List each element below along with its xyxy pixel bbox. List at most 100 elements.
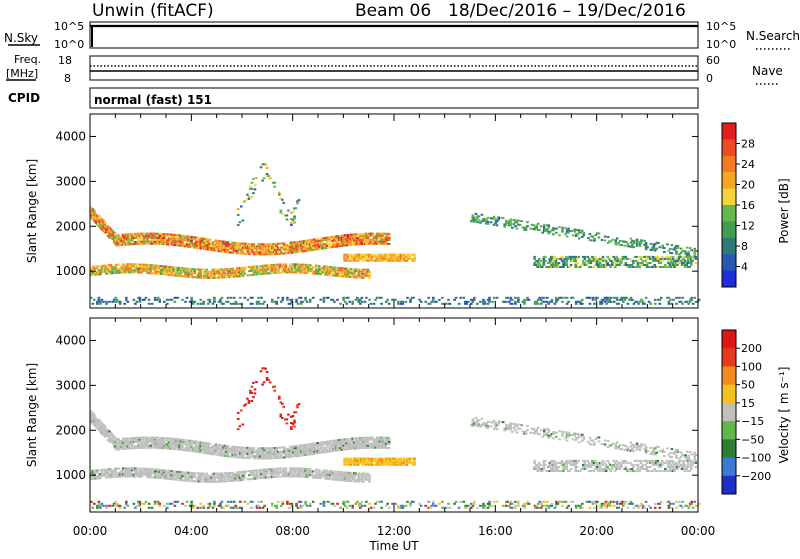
echo-cell	[682, 258, 685, 260]
echo-cell	[388, 239, 391, 241]
echo-cell	[538, 229, 541, 231]
echo-cell	[614, 239, 617, 241]
echo-cell	[676, 260, 679, 262]
echo-cell	[293, 216, 296, 218]
echo-cell	[291, 252, 294, 254]
echo-cell	[567, 301, 570, 303]
echo-cell	[207, 271, 210, 273]
echo-cell	[131, 241, 134, 243]
echo-cell	[227, 451, 230, 453]
echo-cell	[514, 219, 517, 221]
echo-cell	[675, 303, 678, 305]
echo-cell	[432, 297, 435, 299]
echo-cell	[130, 267, 133, 269]
echo-cell	[510, 297, 513, 299]
echo-cell	[313, 447, 316, 449]
echo-cell	[128, 445, 131, 447]
echo-cell	[134, 303, 137, 305]
echo-cell	[388, 235, 391, 237]
echo-cell	[120, 266, 123, 268]
echo-cell	[678, 297, 681, 299]
echo-cell	[262, 247, 265, 249]
echo-cell	[251, 249, 254, 251]
echo-cell	[199, 299, 202, 301]
echo-cell	[282, 299, 285, 301]
echo-cell	[552, 264, 555, 266]
echo-cell	[681, 297, 684, 299]
echo-cell	[636, 245, 639, 247]
echo-cell	[251, 196, 254, 198]
echo-cell	[116, 299, 119, 301]
echo-cell	[593, 240, 596, 242]
echo-cell	[589, 233, 592, 235]
echo-cell	[508, 301, 511, 303]
echo-cell	[193, 301, 196, 303]
echo-cell	[99, 303, 102, 305]
echo-cell	[537, 223, 540, 225]
echo-cell	[324, 243, 327, 245]
echo-cell	[272, 264, 275, 266]
echo-cell	[313, 243, 316, 245]
echo-cell	[154, 439, 157, 441]
echo-cell	[403, 458, 406, 460]
echo-cell	[209, 239, 212, 241]
echo-cell	[285, 467, 288, 469]
echo-cell	[574, 264, 577, 266]
echo-cell	[654, 303, 657, 305]
echo-cell	[587, 237, 590, 239]
freq-panel: Freq. [MHz] 18 8 60 0 Nave	[6, 53, 783, 85]
echo-cell	[301, 470, 304, 472]
echo-cell	[350, 268, 353, 270]
echo-cell	[357, 464, 360, 466]
echo-cell	[361, 297, 364, 299]
echo-cell	[181, 445, 184, 447]
echo-cell	[213, 271, 216, 273]
echo-cell	[556, 264, 559, 266]
echo-cell	[543, 226, 546, 228]
nsky-tick-bottom: 10^0	[54, 38, 84, 51]
echo-cell	[117, 244, 120, 246]
echo-cell	[257, 475, 260, 477]
echo-cell	[186, 445, 189, 447]
echo-cell	[254, 457, 257, 459]
echo-cell	[122, 263, 125, 265]
echo-cell	[290, 224, 293, 226]
echo-cell	[473, 297, 476, 299]
echo-cell	[526, 225, 529, 227]
echo-cell	[323, 269, 326, 271]
echo-cell	[236, 244, 239, 246]
echo-cell	[278, 398, 281, 400]
echo-cell	[607, 297, 610, 299]
echo-cell	[348, 442, 351, 444]
echo-cell	[350, 480, 353, 482]
echo-cell	[317, 242, 320, 244]
echo-cell	[210, 275, 213, 277]
echo-cell	[641, 260, 644, 262]
echo-cell	[207, 241, 210, 243]
echo-cell	[347, 297, 350, 299]
echo-cell	[148, 299, 151, 301]
nave-tick-top: 60	[706, 54, 720, 67]
echo-cell	[184, 272, 187, 274]
echo-cell	[630, 238, 633, 240]
echo-cell	[596, 262, 599, 264]
echo-cell	[657, 266, 660, 268]
echo-cell	[99, 477, 102, 479]
echo-cell	[127, 233, 130, 235]
echo-cell	[195, 243, 198, 245]
echo-cell	[631, 264, 634, 266]
echo-cell	[680, 301, 683, 303]
echo-cell	[358, 477, 361, 479]
echo-cell	[244, 273, 247, 275]
echo-cell	[488, 299, 491, 301]
echo-cell	[659, 299, 662, 301]
echo-cell	[363, 258, 366, 260]
echo-cell	[131, 239, 134, 241]
echo-cell	[151, 264, 154, 266]
echo-cell	[455, 297, 458, 299]
echo-cell	[395, 254, 398, 256]
echo-cell	[120, 476, 123, 478]
echo-cell	[558, 234, 561, 236]
